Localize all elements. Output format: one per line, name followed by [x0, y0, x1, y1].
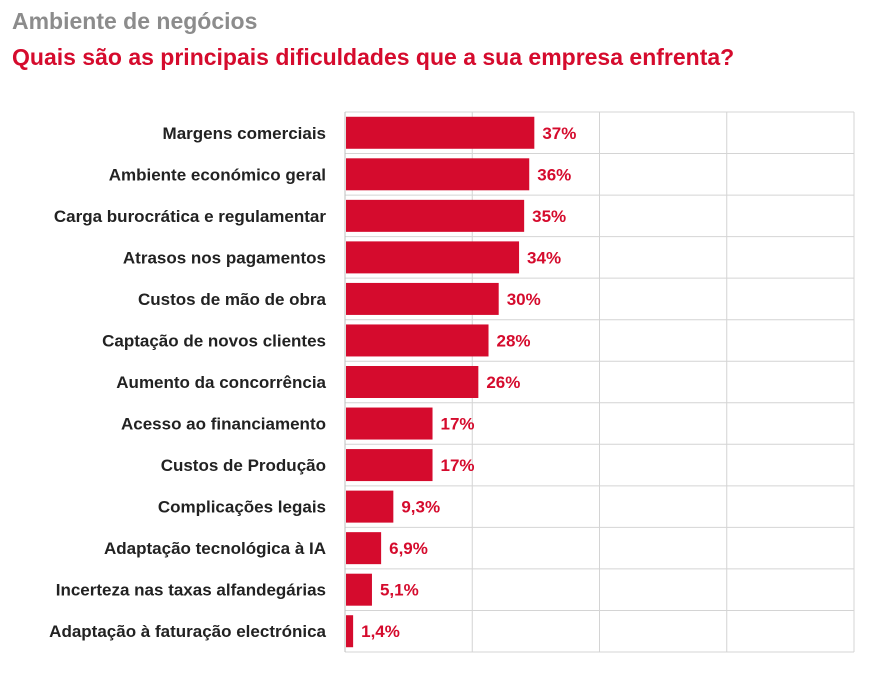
bar: [346, 324, 489, 357]
value-label: 5,1%: [380, 581, 419, 600]
value-label: 30%: [507, 290, 541, 309]
category-label: Acesso ao financiamento: [121, 415, 326, 434]
value-label: 6,9%: [389, 539, 428, 558]
bar: [346, 282, 499, 315]
bar: [346, 116, 535, 149]
category-label: Adaptação tecnológica à IA: [104, 539, 326, 558]
category-label: Complicações legais: [158, 498, 326, 517]
category-label: Atrasos nos pagamentos: [123, 248, 326, 267]
chart-title: Quais são as principais dificuldades que…: [12, 44, 735, 70]
category-label: Margens comerciais: [163, 124, 326, 143]
category-label: Captação de novos clientes: [102, 331, 326, 350]
category-label: Carga burocrática e regulamentar: [54, 207, 326, 226]
bar: [346, 573, 372, 606]
value-label: 36%: [537, 165, 571, 184]
bar: [346, 449, 433, 482]
section-label: Ambiente de negócios: [12, 8, 258, 34]
value-label: 37%: [542, 124, 576, 143]
value-label: 17%: [441, 456, 475, 475]
value-label: 34%: [527, 248, 561, 267]
value-label: 9,3%: [401, 498, 440, 517]
bar: [346, 158, 530, 191]
bar: [346, 241, 520, 274]
category-label: Incerteza nas taxas alfandegárias: [56, 581, 326, 600]
bar: [346, 490, 394, 523]
bar: [346, 366, 479, 398]
chart-header: Ambiente de negócios Quais são as princi…: [12, 6, 734, 72]
value-label: 26%: [486, 373, 520, 392]
category-label: Ambiente económico geral: [109, 165, 326, 184]
bar: [346, 407, 433, 440]
category-label: Aumento da concorrência: [116, 373, 326, 392]
value-label: 17%: [441, 415, 475, 434]
value-label: 28%: [497, 331, 531, 350]
bar: [346, 532, 382, 565]
bar: [346, 615, 354, 648]
bar: [346, 199, 525, 232]
category-label: Custos de mão de obra: [138, 290, 327, 309]
value-label: 35%: [532, 207, 566, 226]
category-label: Adaptação à faturação electrónica: [49, 622, 326, 641]
value-label: 1,4%: [361, 622, 400, 641]
category-label: Custos de Produção: [161, 456, 326, 475]
